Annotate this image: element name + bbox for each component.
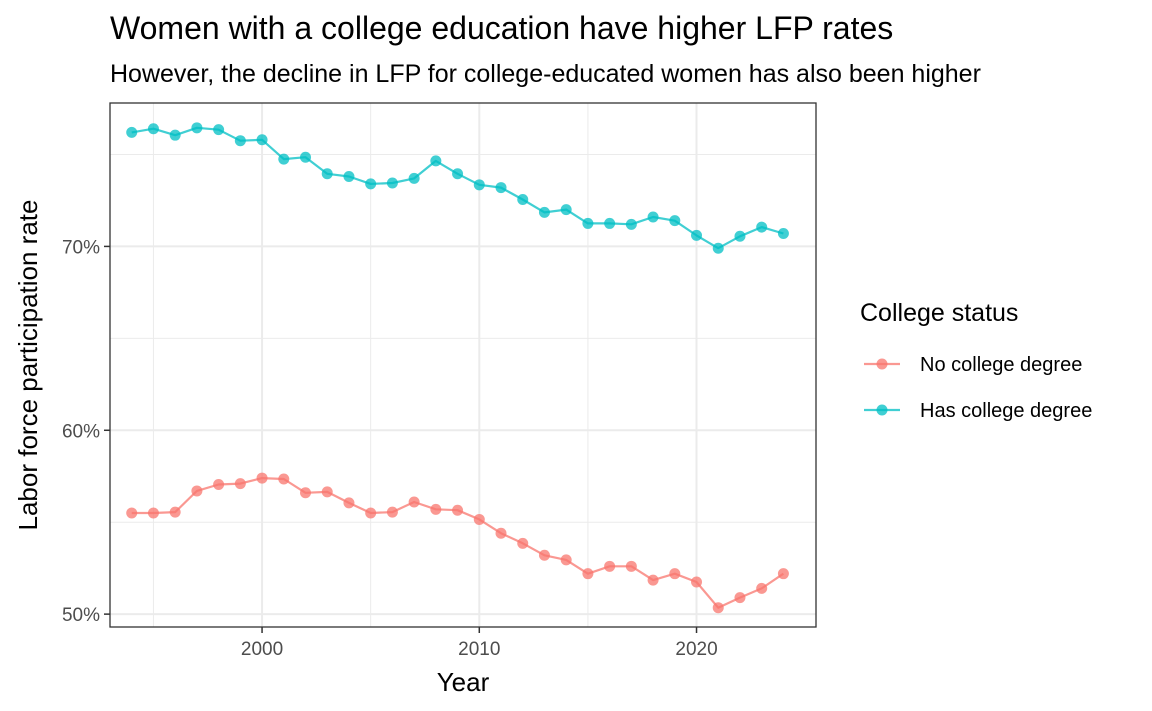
legend-item: Has college degree [864,400,1092,422]
data-point [712,242,724,254]
data-point [517,194,529,206]
data-point [538,549,550,561]
data-point [126,507,138,519]
data-point [452,504,464,516]
data-point [604,217,616,229]
series-layer [126,122,789,614]
legend-key-point [876,404,888,416]
data-point [300,487,312,499]
x-tick-label: 2020 [675,639,717,660]
legend-label: Has college degree [920,400,1092,422]
chart-subtitle: However, the decline in LFP for college-… [110,60,981,88]
data-point [300,151,312,163]
data-point [343,497,355,509]
data-point [691,576,703,588]
data-point [147,507,159,519]
data-point [365,178,377,190]
legend-label: No college degree [920,354,1082,376]
data-point [365,507,377,519]
data-point [473,513,485,525]
data-point [777,228,789,240]
y-tick-label: 60% [62,421,100,442]
data-point [495,527,507,539]
legend-items: No college degree Has college degree [864,354,1092,422]
data-point [669,215,681,227]
data-point [691,229,703,241]
data-point [625,218,637,230]
data-point [169,129,181,141]
data-point [169,506,181,518]
data-point [777,568,789,580]
data-point [712,602,724,614]
x-tick-label: 2010 [458,639,500,660]
data-point [582,568,594,580]
data-point [408,172,420,184]
legend-item: No college degree [864,354,1082,376]
data-point [756,582,768,594]
x-axis: 2000 2010 2020 [241,627,718,660]
data-point [126,126,138,138]
data-point [430,155,442,167]
data-point [647,574,659,586]
data-point [756,221,768,233]
x-tick-label: 2000 [241,639,283,660]
y-tick-label: 50% [62,605,100,626]
y-axis: 50% 60% 70% [62,237,110,626]
y-axis-title: Labor force participation rate [13,200,43,531]
data-point [430,503,442,515]
data-point [256,134,268,146]
data-point [386,506,398,518]
data-point [213,479,225,491]
data-point [560,554,572,566]
plot-background [110,103,816,627]
data-point [538,206,550,218]
data-point [234,478,246,490]
plot-panel [109,102,817,628]
data-point [734,230,746,242]
x-axis-title: Year [437,667,490,697]
data-point [278,473,290,485]
data-point [386,177,398,189]
plot-border [109,102,817,628]
data-point [495,182,507,194]
data-point [517,537,529,549]
grid [110,103,816,627]
data-point [147,123,159,135]
data-point [473,179,485,191]
data-point [278,153,290,165]
data-point [321,486,333,498]
data-point [734,592,746,604]
data-point [191,485,203,497]
data-point [321,168,333,180]
data-point [256,472,268,484]
legend-title: College status [860,299,1018,327]
data-point [234,135,246,147]
data-point [213,124,225,136]
y-tick-label: 70% [62,237,100,258]
data-point [604,560,616,572]
legend-key-point [876,358,888,370]
data-point [560,204,572,216]
data-point [625,560,637,572]
data-point [452,168,464,180]
data-point [343,171,355,183]
data-point [669,568,681,580]
data-point [191,122,203,134]
data-point [408,496,420,508]
legend: College status No college degree Has coll… [860,299,1092,422]
series-2 [126,122,789,254]
series-1 [126,472,789,614]
chart-title: Women with a college education have high… [110,10,893,46]
data-point [582,217,594,229]
data-point [647,211,659,223]
